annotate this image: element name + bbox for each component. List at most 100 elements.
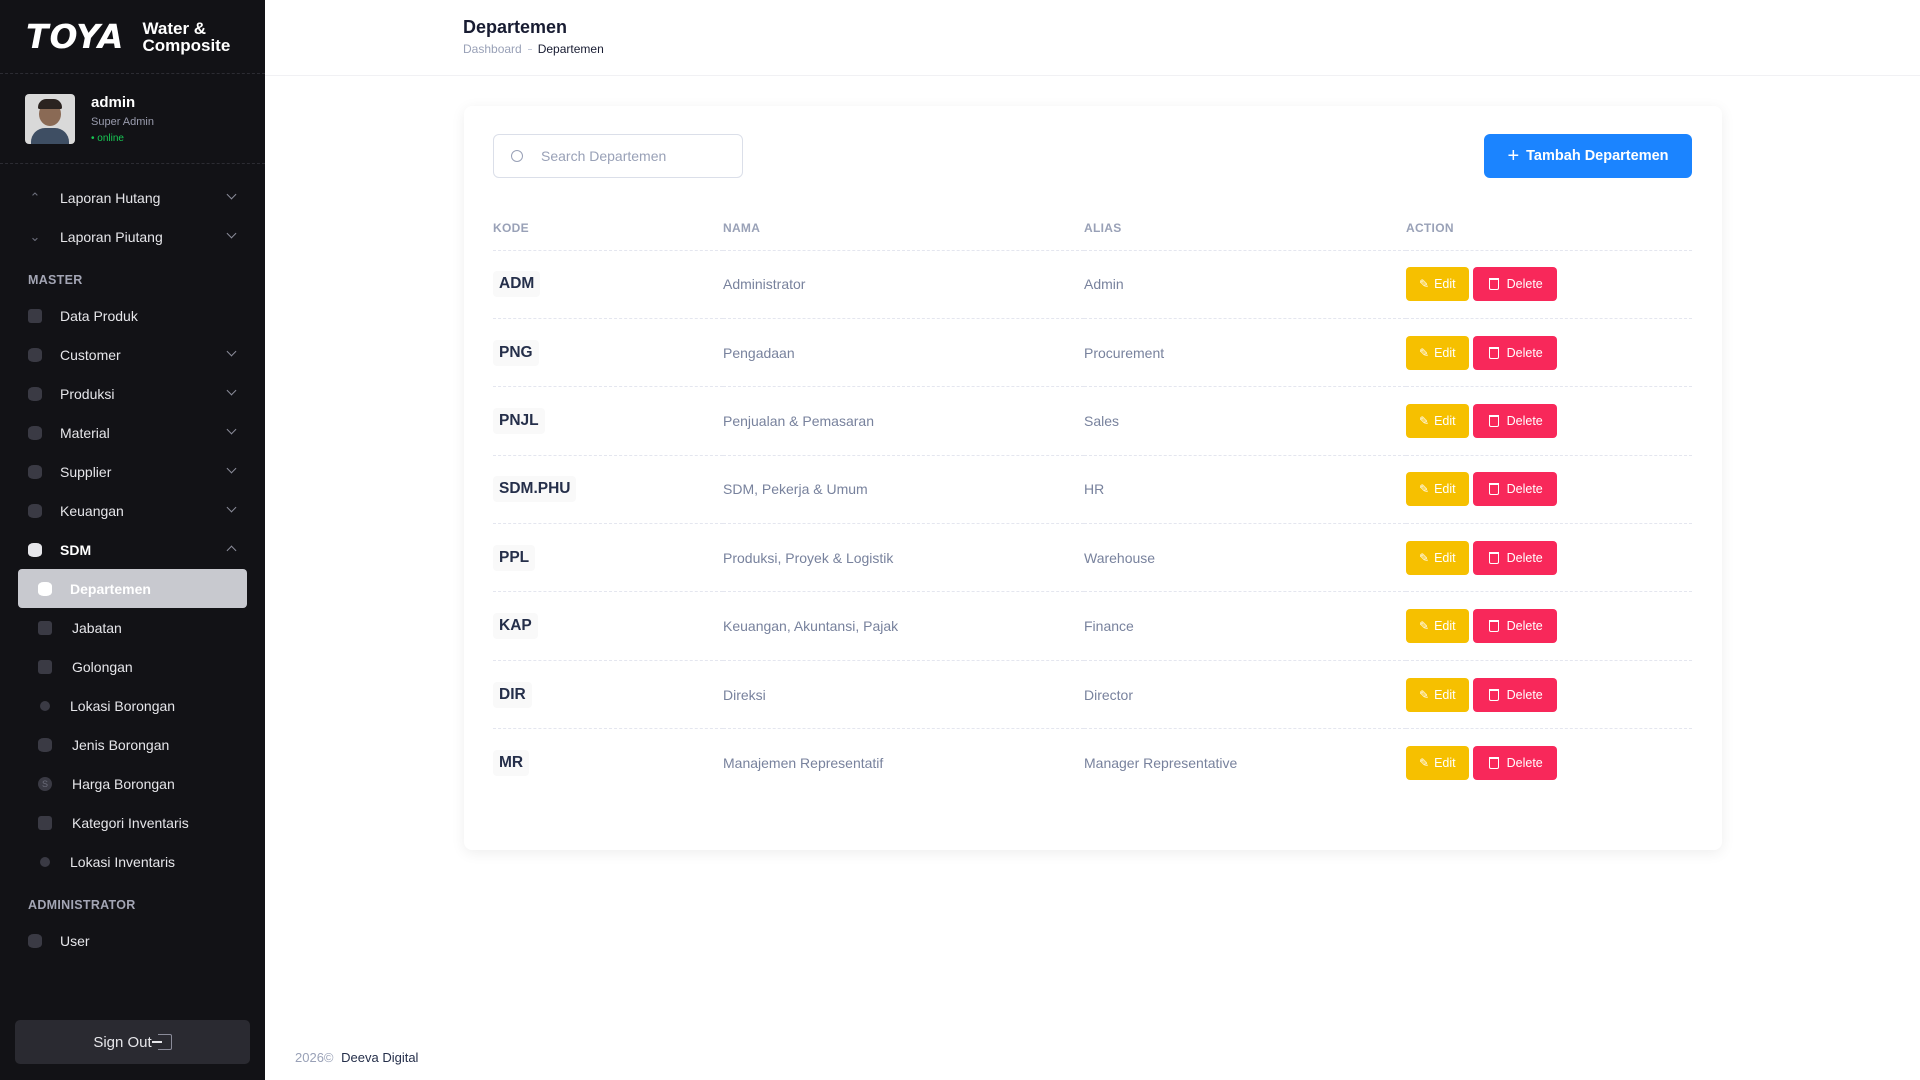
box-icon [38,620,52,635]
sidebar-item-jenis-borongan[interactable]: Jenis Borongan [0,725,265,764]
arrow-down-icon: ⌄ [29,228,41,244]
avatar [25,93,75,144]
brand-logo[interactable]: TOYA Water & Composite [0,0,265,74]
sidebar-item-material[interactable]: Material [0,413,265,452]
section-label-master: MASTER [28,273,83,287]
delete-button[interactable]: Delete [1472,472,1557,507]
action-cell: ✎ Edit Delete [1406,729,1692,797]
chevron-down-icon [226,463,237,474]
edit-button[interactable]: ✎ Edit [1406,403,1469,438]
column-header-alias[interactable]: ALIAS [1084,206,1406,251]
alias-cell: Finance [1084,591,1406,661]
breadcrumb-dashboard-link[interactable]: Dashboard [463,42,522,56]
box-icon [38,815,52,830]
edit-button[interactable]: ✎ Edit [1406,677,1469,712]
page-footer: 2026© Deeva Digital [295,1050,418,1065]
kode-cell: ADM [493,271,541,298]
pencil-icon: ✎ [1419,277,1430,292]
sign-out-button[interactable]: Sign Out [15,1020,250,1064]
user-role: Super Admin [91,115,154,128]
chevron-down-icon [226,228,237,239]
action-cell: ✎ Edit Delete [1406,250,1692,319]
sidebar: TOYA Water & Composite admin Super Admin… [0,0,265,1080]
trash-icon [1488,757,1499,770]
chevron-down-icon [226,502,237,513]
delete-button[interactable]: Delete [1472,403,1557,438]
kode-cell: DIR [493,681,532,708]
pencil-icon: ✎ [1419,619,1430,634]
plus-icon: + [1507,145,1520,167]
column-header-nama[interactable]: NAMA [723,206,1084,251]
edit-button[interactable]: ✎ Edit [1406,540,1469,575]
edit-button[interactable]: ✎ Edit [1406,472,1469,507]
sidebar-item-golongan[interactable]: Golongan [0,647,265,686]
sidebar-item-keuangan[interactable]: Keuangan [0,491,265,530]
delete-button[interactable]: Delete [1472,677,1557,712]
chevron-down-icon [226,346,237,357]
action-cell: ✎ Edit Delete [1406,523,1692,593]
edit-button[interactable]: ✎ Edit [1406,335,1469,370]
sidebar-item-produksi[interactable]: Produksi [0,374,265,413]
sidebar-item-laporan-hutang[interactable]: ⌃ Laporan Hutang [0,178,265,217]
edit-button[interactable]: ✎ Edit [1406,746,1469,781]
edit-button[interactable]: ✎ Edit [1406,609,1469,644]
user-profile[interactable]: admin Super Admin • online [0,74,265,164]
sign-out-label: Sign Out [93,1033,152,1051]
sidebar-item-supplier[interactable]: Supplier [0,452,265,491]
breadcrumb-separator [527,48,532,50]
dollar-icon: S [38,776,52,791]
chevron-down-icon [226,189,237,200]
table-header-row: KODE NAMA ALIAS ACTION [493,206,1692,251]
action-cell: ✎ Edit Delete [1406,660,1692,730]
sidebar-item-sdm[interactable]: SDM [0,530,265,569]
chevron-down-icon [226,385,237,396]
footer-company-link[interactable]: Deeva Digital [341,1050,419,1065]
sidebar-item-kategori-inventaris[interactable]: Kategori Inventaris [0,803,265,842]
sidebar-item-user[interactable]: User [0,921,265,960]
departemen-table: KODE NAMA ALIAS ACTION ADM Administrator… [493,206,1692,797]
add-departemen-button[interactable]: + Tambah Departemen [1484,134,1692,178]
chevron-up-icon [226,545,237,556]
edit-button[interactable]: ✎ Edit [1406,267,1469,302]
delete-button[interactable]: Delete [1472,267,1557,302]
kode-cell: KAP [493,613,538,640]
delete-button[interactable]: Delete [1472,335,1557,370]
search-box[interactable] [493,134,743,178]
column-header-kode[interactable]: KODE [493,206,723,251]
trash-icon [1488,483,1499,496]
layers-icon [28,464,42,479]
delete-button[interactable]: Delete [1472,609,1557,644]
breadcrumb-current: Departemen [537,42,604,56]
sidebar-item-jabatan[interactable]: Jabatan [0,608,265,647]
table-row: MR Manajemen Representatif Manager Repre… [493,729,1692,797]
sidebar-item-label: Lokasi Borongan [70,697,176,714]
kode-cell: PNG [493,339,539,366]
sidebar-item-customer[interactable]: Customer [0,335,265,374]
sidebar-item-lokasi-inventaris[interactable]: Lokasi Inventaris [0,842,265,881]
search-icon [511,150,523,162]
sidebar-item-harga-borongan[interactable]: S Harga Borongan [0,764,265,803]
pencil-icon: ✎ [1419,550,1430,565]
sidebar-item-data-produk[interactable]: Data Produk [0,296,265,335]
sidebar-item-departemen[interactable]: Departemen [18,569,247,608]
sidebar-item-label: User [60,932,90,949]
sidebar-item-label: Kategori Inventaris [72,814,189,831]
sidebar-item-label: SDM [60,541,92,558]
delete-button[interactable]: Delete [1472,540,1557,575]
delete-button[interactable]: Delete [1472,746,1557,781]
layers-icon [28,933,42,948]
nama-cell: Manajemen Representatif [723,755,884,772]
nama-cell: Direksi [723,660,1084,730]
sidebar-item-laporan-piutang[interactable]: ⌄ Laporan Piutang [0,217,265,256]
sidebar-item-lokasi-borongan[interactable]: Lokasi Borongan [0,686,265,725]
search-input[interactable] [541,148,711,164]
sidebar-item-label: Golongan [72,658,133,675]
action-cell: ✎ Edit Delete [1406,591,1692,661]
table-row: DIR Direksi Director ✎ Edit Delete [493,660,1692,730]
sidebar-item-label: Produksi [60,385,115,402]
layers-icon [28,347,42,362]
sidebar-item-label: Jabatan [72,619,122,636]
section-label-administrator: ADMINISTRATOR [28,898,136,912]
table-row: PNJL Penjualan & Pemasaran Sales ✎ Edit De… [493,386,1692,456]
alias-cell: Director [1084,660,1406,730]
